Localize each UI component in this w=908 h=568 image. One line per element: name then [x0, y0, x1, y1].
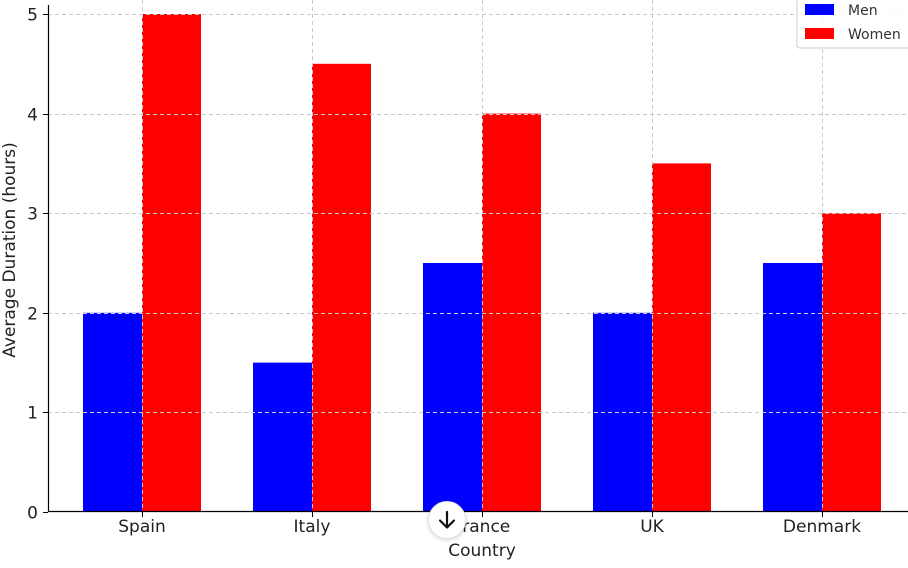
x-axis-title: Country: [448, 541, 516, 561]
y-axis-title: Average Duration (hours): [0, 142, 20, 358]
legend-swatch-women: [805, 28, 834, 39]
bar-men-france: [423, 263, 482, 512]
legend-swatch-men: [805, 4, 834, 15]
x-tick-label: UK: [640, 517, 664, 537]
bar-men-denmark: [763, 263, 822, 512]
scroll-down-button[interactable]: [428, 501, 466, 539]
legend-label-women: Women: [848, 27, 901, 43]
axes: [47, 5, 908, 513]
y-tick-label: 5: [27, 6, 38, 26]
bar-women-spain: [142, 14, 201, 512]
bar-men-italy: [253, 362, 312, 512]
y-tick-label: 2: [27, 305, 38, 325]
y-tick-label: 0: [27, 504, 38, 524]
bar-women-france: [482, 113, 541, 512]
arrow-down-icon: [438, 510, 456, 529]
x-tick-label: Denmark: [783, 517, 861, 537]
bar-women-denmark: [822, 213, 881, 512]
y-tick-labels: 0 1 2 3 4 5: [27, 6, 48, 524]
legend: Men Women: [796, 0, 908, 49]
bar-women-italy: [312, 63, 371, 513]
y-tick-label: 1: [27, 404, 38, 424]
bars: [48, 0, 908, 513]
y-tick-label: 4: [27, 106, 38, 126]
x-tick-label: Spain: [118, 517, 166, 537]
bar-women-uk: [652, 163, 711, 512]
legend-label-men: Men: [848, 3, 878, 19]
x-tick-labels: Spain Italy France UK Denmark: [118, 512, 861, 537]
x-tick-label: France: [454, 517, 511, 537]
x-tick-label: Italy: [294, 517, 331, 537]
y-tick-label: 3: [27, 205, 38, 225]
